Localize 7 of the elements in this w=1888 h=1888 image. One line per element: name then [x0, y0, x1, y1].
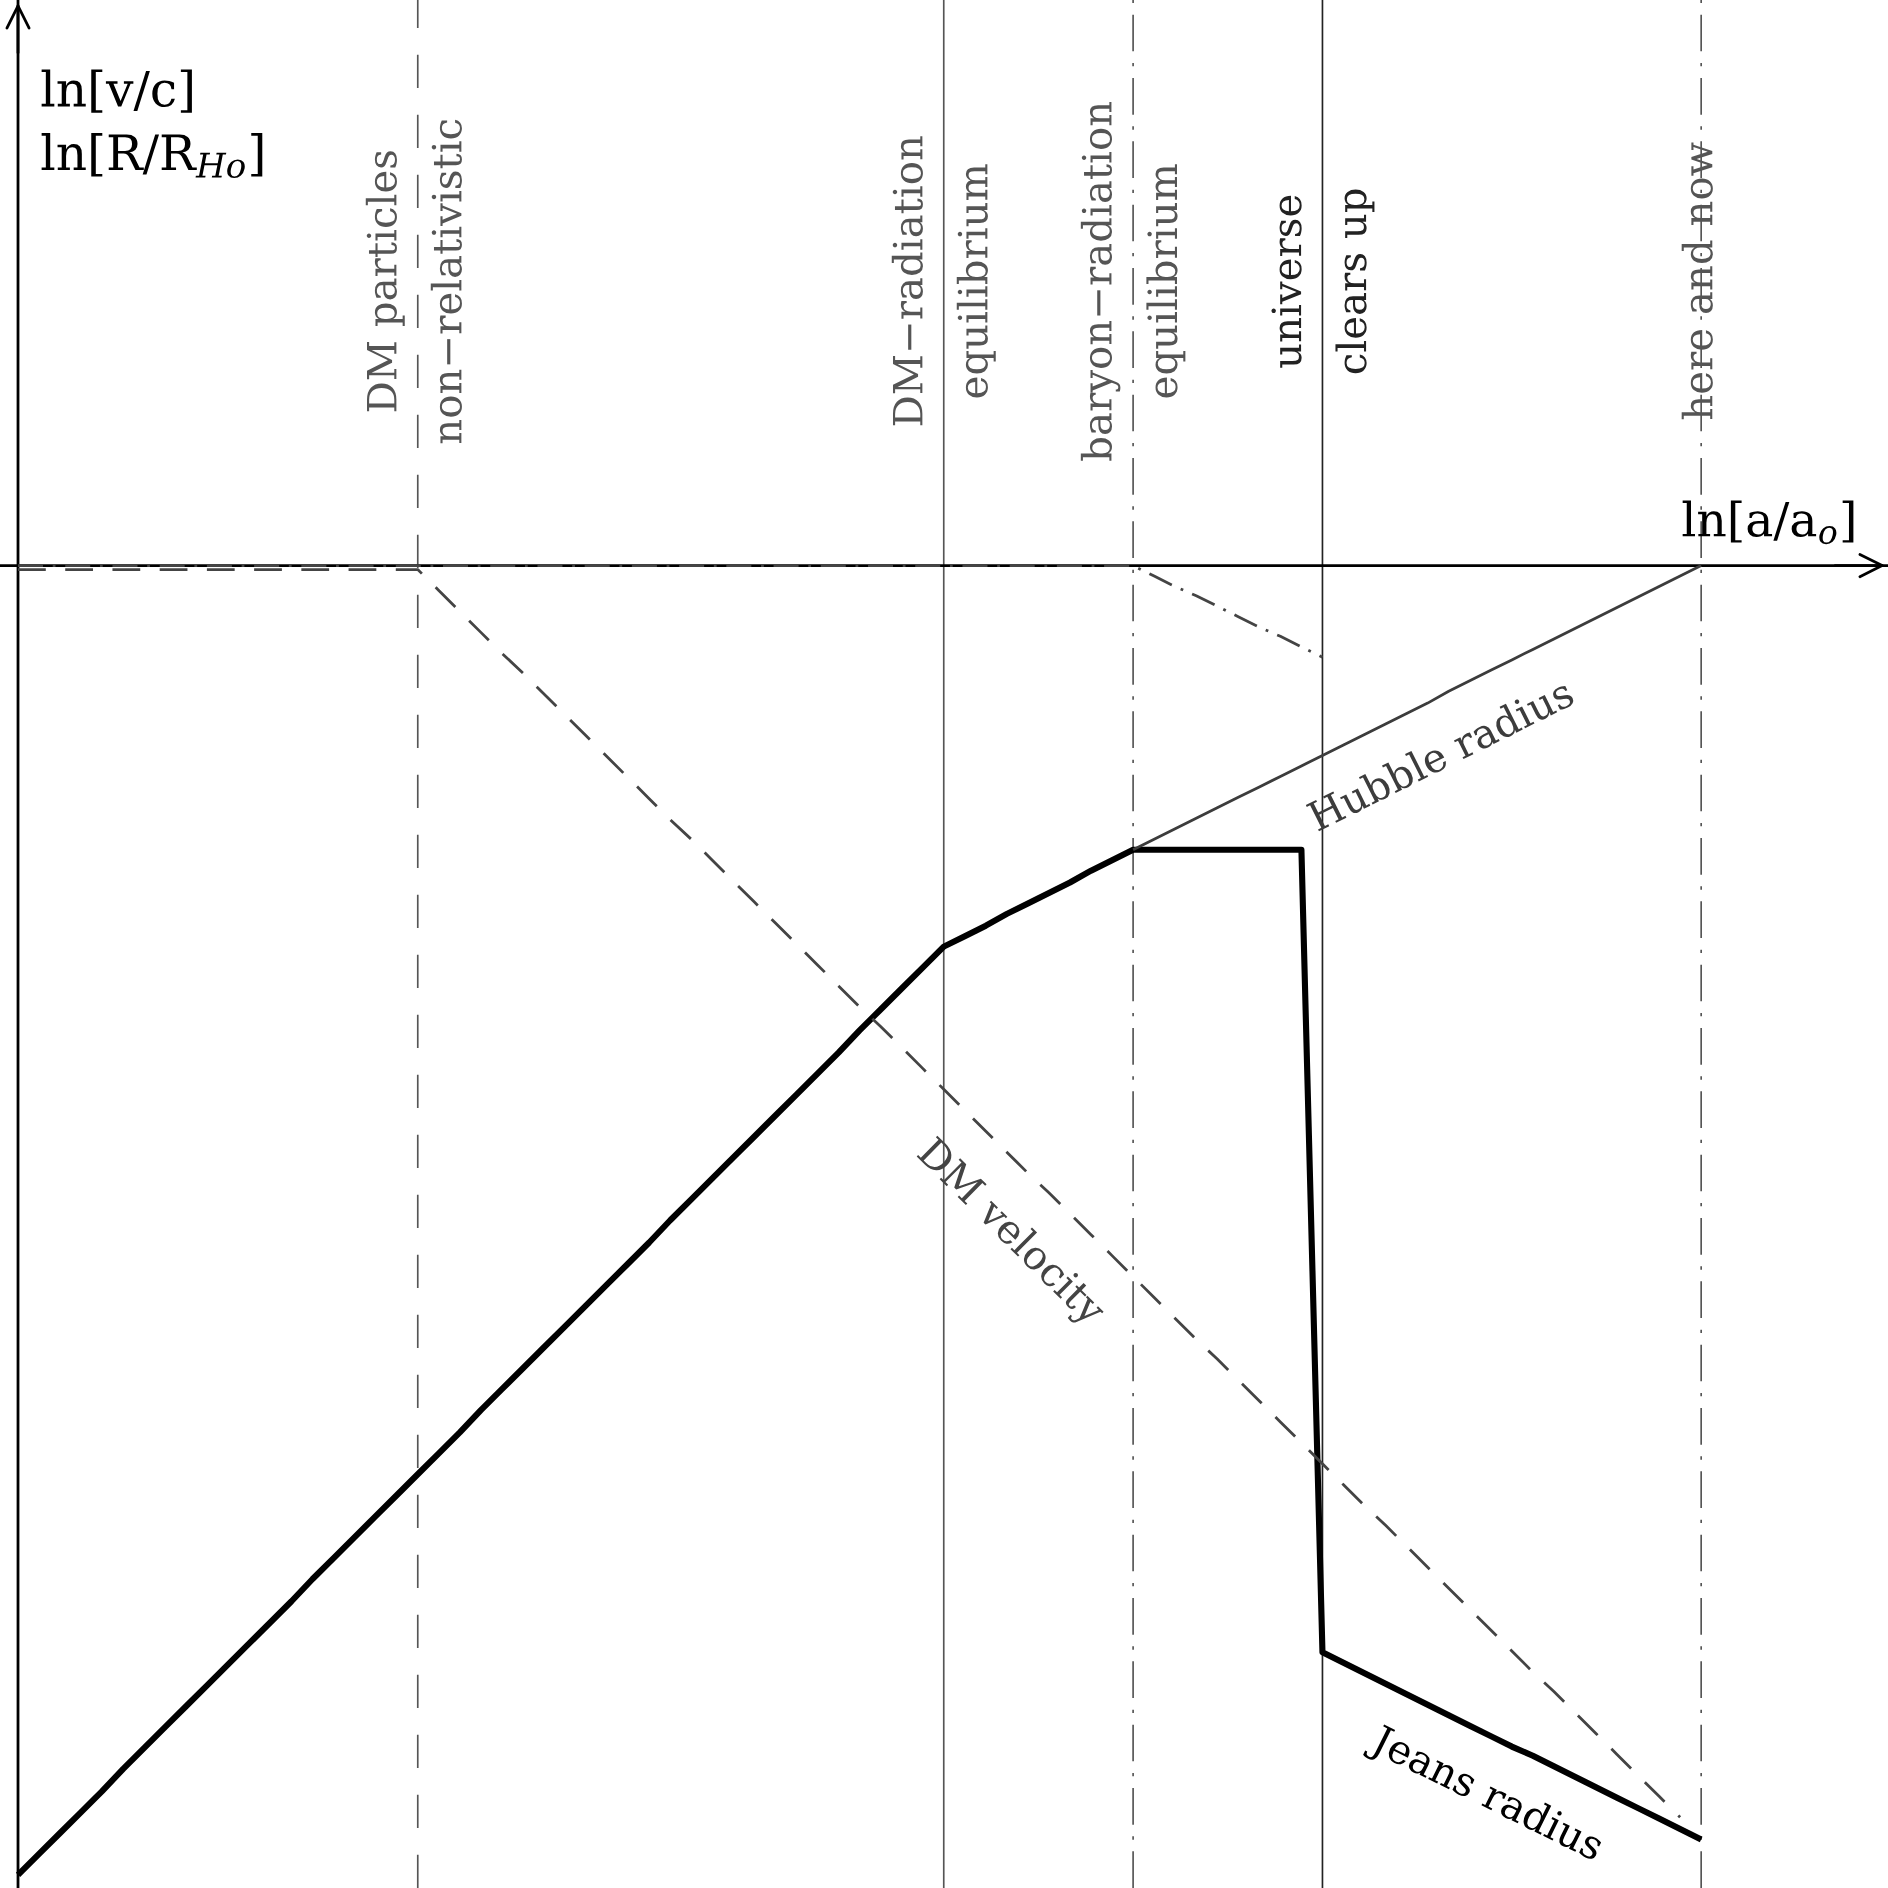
x-axis-title: ln[a/a$_{o}$]: [1682, 500, 1854, 545]
x-tick-label: baryon−radiation equilibrium: [1080, 101, 1186, 461]
x-tick-label: DM−radiation equilibrium: [891, 136, 996, 426]
text: ln[v/c] ln[R/R$_{Ho}$]: [41, 69, 263, 179]
x-tick-label: universe clears up: [1271, 189, 1375, 374]
x-tick-label: here and now: [1681, 142, 1713, 420]
x-tick-label: DM particles non−relativistic: [365, 119, 462, 444]
